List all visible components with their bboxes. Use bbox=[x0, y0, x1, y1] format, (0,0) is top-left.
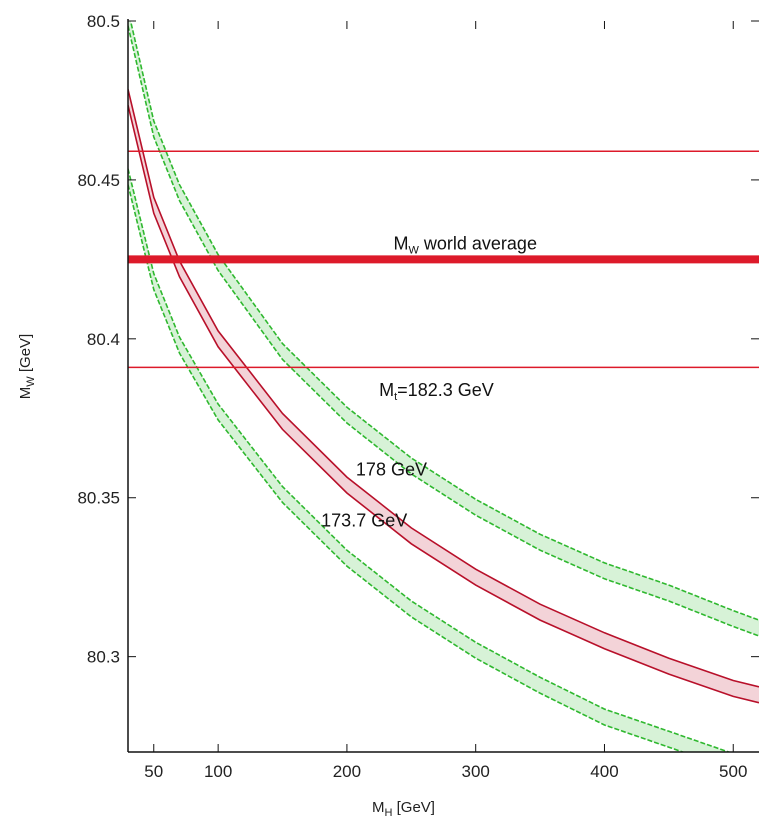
axis-ticks: 50 100 200 300 400 500 80.3 80.35 80.4 80.45 80.5 bbox=[77, 12, 759, 781]
text-labels: MH [GeV]MW [GeV]MW world averageMt=182.3… bbox=[17, 233, 537, 819]
mt-annotation: 173.7 GeV bbox=[321, 510, 407, 530]
y-tick-label: 80.4 bbox=[87, 330, 120, 349]
mt-annotation: 178 GeV bbox=[356, 459, 427, 479]
x-axis-title-main: M bbox=[372, 799, 385, 816]
y-tick-label: 80.5 bbox=[87, 12, 120, 31]
mt-annotation-rest: 173.7 GeV bbox=[321, 510, 407, 530]
mt_low-upper-line bbox=[128, 168, 732, 752]
mt_low-lower-line bbox=[128, 184, 686, 752]
y-tick-label: 80.45 bbox=[77, 171, 120, 190]
world-average-label-rest: world average bbox=[419, 233, 537, 253]
mt_high-band-fill bbox=[128, 21, 759, 636]
plot-frame bbox=[127, 19, 759, 753]
y-axis-title-sub: W bbox=[25, 376, 37, 387]
x-tick-label: 200 bbox=[333, 762, 361, 781]
mt-annotation-rest: 178 GeV bbox=[356, 459, 427, 479]
world-average-band bbox=[128, 150, 759, 369]
mt-bands bbox=[128, 21, 759, 752]
mt-annotation-rest: =182.3 GeV bbox=[397, 380, 494, 400]
x-tick-label: 400 bbox=[590, 762, 618, 781]
world-average-label-main: M bbox=[394, 233, 409, 253]
mt_high-upper-line bbox=[129, 21, 759, 621]
y-tick-label: 80.35 bbox=[77, 489, 120, 508]
x-tick-label: 300 bbox=[462, 762, 490, 781]
x-tick-label: 100 bbox=[204, 762, 232, 781]
mt_high-lower-line bbox=[128, 25, 759, 637]
y-axis-title-main: M bbox=[17, 387, 34, 400]
x-axis-title-sub: H bbox=[385, 807, 393, 819]
x-tick-label: 500 bbox=[719, 762, 747, 781]
x-axis-title: MH [GeV] bbox=[372, 799, 435, 819]
mt_central-lower-line bbox=[128, 105, 759, 704]
y-axis-title-rest: [GeV] bbox=[17, 334, 34, 377]
y-tick-label: 80.3 bbox=[87, 648, 120, 667]
mt-annotation: Mt=182.3 GeV bbox=[379, 380, 494, 403]
x-tick-label: 50 bbox=[144, 762, 163, 781]
world-average-label-sub: W bbox=[409, 244, 420, 256]
y-axis-title: MW [GeV] bbox=[17, 334, 37, 399]
mt-annotation-sub: t bbox=[394, 391, 397, 403]
x-axis-title-rest: [GeV] bbox=[392, 799, 435, 816]
mt-annotation-main: M bbox=[379, 380, 394, 400]
world-average-label: MW world average bbox=[394, 233, 537, 256]
